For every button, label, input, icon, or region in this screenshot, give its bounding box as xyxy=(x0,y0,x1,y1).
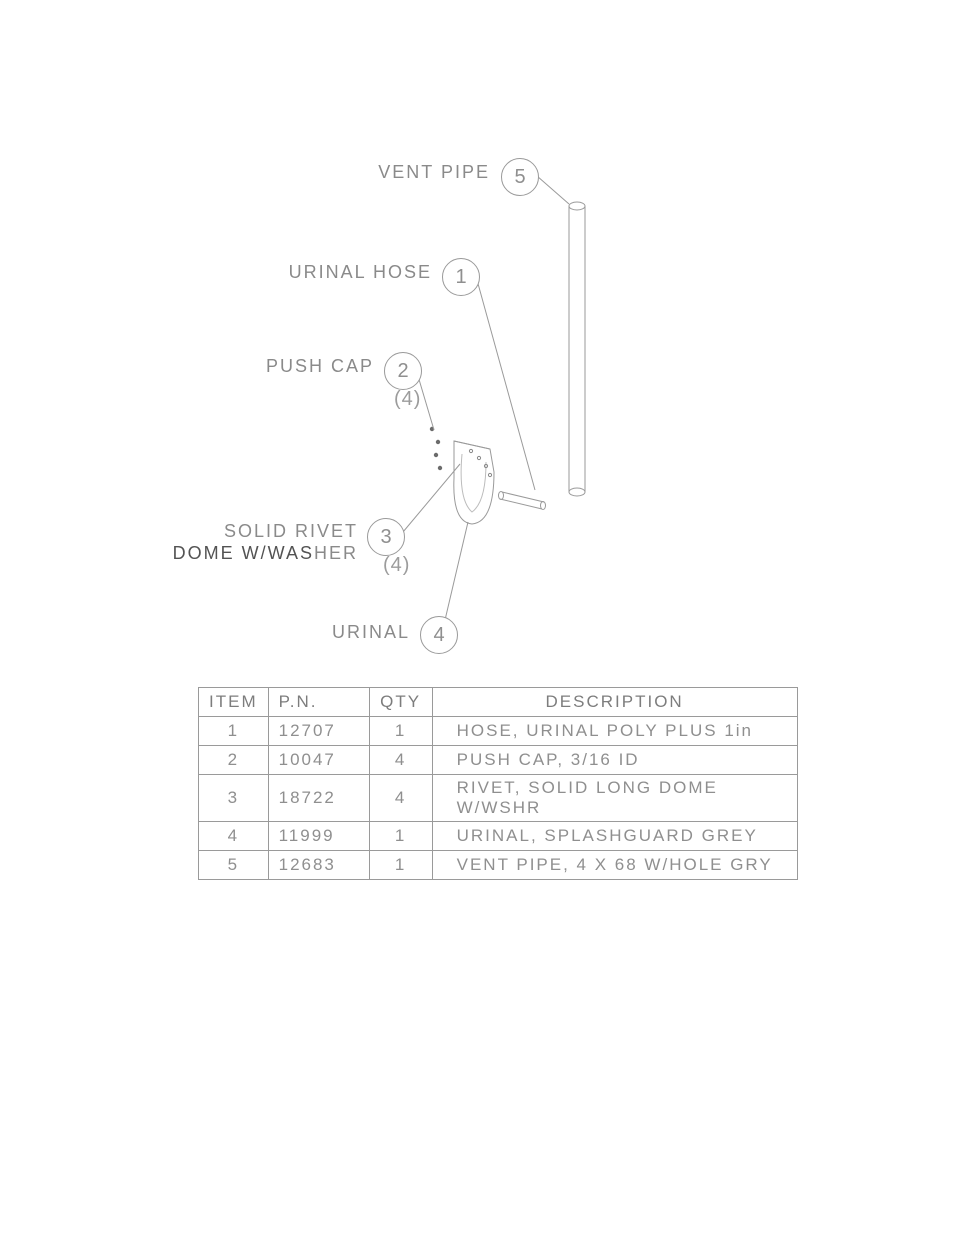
cell-pn: 11999 xyxy=(268,822,369,851)
cell-desc: PUSH CAP, 3/16 ID xyxy=(432,746,797,775)
callout-label-solid-rivet-l2: DOME W/WASHER xyxy=(173,543,358,563)
balloon-1-num: 1 xyxy=(455,266,466,289)
th-pn: P.N. xyxy=(268,688,369,717)
cell-desc: HOSE, URINAL POLY PLUS 1in xyxy=(432,717,797,746)
cell-qty: 1 xyxy=(369,717,432,746)
balloon-3: 3 xyxy=(367,518,405,556)
parts-table: ITEM P.N. QTY DESCRIPTION 1 12707 1 HOSE… xyxy=(198,687,798,880)
assembly-drawing xyxy=(0,0,954,1235)
th-item: ITEM xyxy=(199,688,269,717)
rivets-shape xyxy=(469,449,491,476)
cell-pn: 18722 xyxy=(268,775,369,822)
table-row: 2 10047 4 PUSH CAP, 3/16 ID xyxy=(199,746,798,775)
balloon-5: 5 xyxy=(501,158,539,196)
table-row: 1 12707 1 HOSE, URINAL POLY PLUS 1in xyxy=(199,717,798,746)
balloon-2-num: 2 xyxy=(397,360,408,383)
hose-shape xyxy=(499,492,546,510)
page: { "drawing": { "line_color": "#9a9a9a", … xyxy=(0,0,954,1235)
cell-desc: URINAL, SPLASHGUARD GREY xyxy=(432,822,797,851)
push-caps-shape xyxy=(430,427,442,470)
callout-label-urinal-hose: URINAL HOSE xyxy=(220,262,432,283)
table-row: 4 11999 1 URINAL, SPLASHGUARD GREY xyxy=(199,822,798,851)
callout-label-push-cap: PUSH CAP xyxy=(188,356,374,377)
th-qty: QTY xyxy=(369,688,432,717)
balloon-3-num: 3 xyxy=(380,526,391,549)
table-header-row: ITEM P.N. QTY DESCRIPTION xyxy=(199,688,798,717)
balloon-5-num: 5 xyxy=(514,166,525,189)
callout-label-solid-rivet: SOLID RIVET DOME W/WASHER xyxy=(150,520,358,564)
cell-pn: 12683 xyxy=(268,851,369,880)
balloon-1: 1 xyxy=(442,258,480,296)
urinal-shape xyxy=(454,441,494,524)
cell-item: 5 xyxy=(199,851,269,880)
table-row: 3 18722 4 RIVET, SOLID LONG DOME W/WSHR xyxy=(199,775,798,822)
balloon-4: 4 xyxy=(420,616,458,654)
callout-qty-2: (4) xyxy=(394,388,421,411)
cell-pn: 12707 xyxy=(268,717,369,746)
callout-label-urinal: URINAL xyxy=(250,622,410,643)
cell-qty: 4 xyxy=(369,746,432,775)
leader-lines xyxy=(403,176,569,620)
cell-desc: VENT PIPE, 4 X 68 W/HOLE GRY xyxy=(432,851,797,880)
cell-item: 3 xyxy=(199,775,269,822)
cell-desc: RIVET, SOLID LONG DOME W/WSHR xyxy=(432,775,797,822)
vent-pipe-shape xyxy=(569,202,585,496)
balloon-2: 2 xyxy=(384,352,422,390)
balloon-4-num: 4 xyxy=(433,624,444,647)
cell-qty: 1 xyxy=(369,851,432,880)
table-row: 5 12683 1 VENT PIPE, 4 X 68 W/HOLE GRY xyxy=(199,851,798,880)
cell-qty: 1 xyxy=(369,822,432,851)
callout-label-vent-pipe: VENT PIPE xyxy=(300,162,490,183)
cell-pn: 10047 xyxy=(268,746,369,775)
cell-item: 2 xyxy=(199,746,269,775)
th-desc: DESCRIPTION xyxy=(432,688,797,717)
cell-qty: 4 xyxy=(369,775,432,822)
callout-qty-3: (4) xyxy=(383,554,410,577)
callout-label-solid-rivet-l1: SOLID RIVET xyxy=(224,521,358,541)
cell-item: 1 xyxy=(199,717,269,746)
cell-item: 4 xyxy=(199,822,269,851)
